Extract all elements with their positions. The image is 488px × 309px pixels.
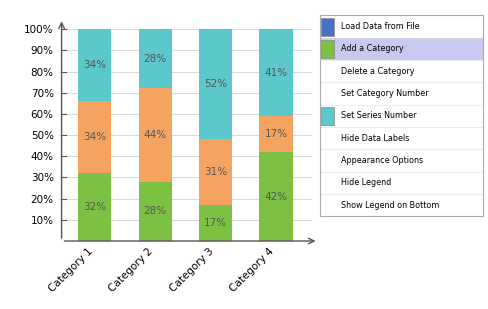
- Text: 34%: 34%: [83, 60, 106, 70]
- Text: 31%: 31%: [204, 167, 227, 177]
- Bar: [260, 152, 293, 241]
- FancyBboxPatch shape: [320, 38, 483, 60]
- Bar: [78, 101, 111, 173]
- Text: 42%: 42%: [264, 192, 287, 201]
- Text: 44%: 44%: [143, 130, 167, 140]
- Bar: [260, 29, 293, 116]
- Bar: [199, 139, 232, 205]
- Text: 17%: 17%: [204, 218, 227, 228]
- Text: 28%: 28%: [143, 54, 167, 64]
- FancyBboxPatch shape: [321, 108, 334, 125]
- Bar: [199, 205, 232, 241]
- Text: Hide Data Labels: Hide Data Labels: [341, 134, 409, 143]
- Bar: [139, 29, 172, 88]
- Bar: [139, 88, 172, 182]
- Bar: [78, 29, 111, 101]
- Bar: [260, 116, 293, 152]
- Text: 34%: 34%: [83, 132, 106, 142]
- Text: 28%: 28%: [143, 206, 167, 216]
- Bar: [139, 182, 172, 241]
- Text: 32%: 32%: [83, 202, 106, 212]
- Text: Set Category Number: Set Category Number: [341, 89, 428, 98]
- Bar: [78, 173, 111, 241]
- Bar: [199, 29, 232, 139]
- Text: Hide Legend: Hide Legend: [341, 178, 391, 187]
- Text: 52%: 52%: [204, 79, 227, 89]
- Text: 17%: 17%: [264, 129, 287, 139]
- Text: Load Data from File: Load Data from File: [341, 22, 420, 31]
- Text: Delete a Category: Delete a Category: [341, 67, 414, 76]
- Text: Add a Category: Add a Category: [341, 44, 404, 53]
- FancyBboxPatch shape: [321, 18, 334, 36]
- FancyBboxPatch shape: [321, 40, 334, 58]
- Text: Appearance Options: Appearance Options: [341, 156, 423, 165]
- Text: 41%: 41%: [264, 68, 287, 78]
- Text: Set Series Number: Set Series Number: [341, 111, 416, 121]
- Text: Show Legend on Bottom: Show Legend on Bottom: [341, 201, 439, 210]
